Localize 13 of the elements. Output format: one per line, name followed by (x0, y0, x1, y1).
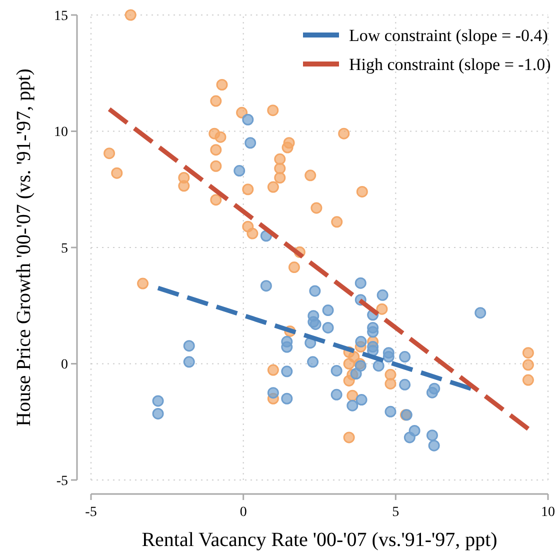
x-tick-label: 10 (541, 505, 555, 520)
x-tick-label: -5 (85, 505, 97, 520)
legend-label: Low constraint (slope = -0.4) (349, 26, 548, 45)
y-tick-label: 5 (61, 241, 68, 256)
x-tick-label: 0 (240, 505, 247, 520)
x-axis-title: Rental Vacancy Rate '00-'07 (vs.'91-'97, ppt) (142, 529, 498, 551)
y-tick-label: -5 (56, 474, 68, 489)
y-tick-label: 10 (54, 125, 68, 140)
y-tick-label: 15 (54, 8, 68, 24)
legend-label: High constraint (slope = -1.0) (349, 54, 551, 74)
x-tick-label: 5 (392, 505, 400, 520)
y-axis-title: House Price Growth '00-'07 (vs. '91-'97, ppt) (13, 68, 35, 426)
y-tick-label: 0 (61, 358, 68, 373)
